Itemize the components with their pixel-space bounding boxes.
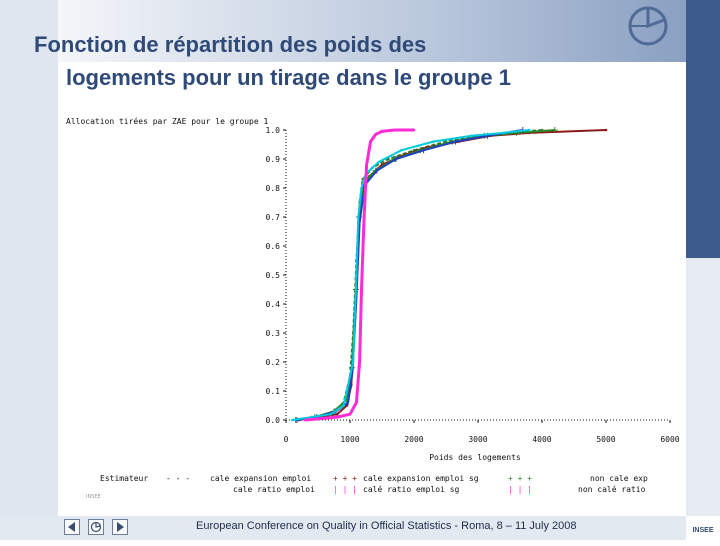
top-decor-band xyxy=(58,0,686,62)
data-point xyxy=(365,163,368,167)
data-point xyxy=(355,273,358,277)
y-tick-label: 0.3 xyxy=(266,329,281,338)
small-watermark: INSEE xyxy=(86,494,101,500)
data-point xyxy=(303,418,307,422)
data-point xyxy=(357,215,360,219)
title-line-2: logements pour un tirage dans le groupe … xyxy=(66,65,511,90)
data-point xyxy=(342,404,345,407)
legend-label: calé ratio emploi sg xyxy=(363,484,460,494)
right-decor-band xyxy=(686,0,720,258)
series-line-non_cale_ratio xyxy=(305,128,414,422)
x-axis-label: Poids des logements xyxy=(429,453,521,462)
legend-symbol: + + + xyxy=(508,474,532,483)
data-point xyxy=(502,131,505,135)
legend-label: cale expansion emploi xyxy=(210,474,311,483)
x-tick-label: 0 xyxy=(284,435,289,444)
legend-symbol: | | | xyxy=(333,485,357,494)
chart-title: Allocation tirées par ZAE pour le groupe… xyxy=(66,116,268,126)
title-line-1: Fonction de répartition des poids des xyxy=(34,32,427,57)
legend-symbol: | | | xyxy=(508,485,532,494)
series-line-cale_ratio_emploi xyxy=(298,129,607,421)
series-line-non_cale_exp xyxy=(292,129,530,421)
data-point xyxy=(377,160,381,164)
y-tick-label: 0.7 xyxy=(266,213,281,222)
data-point xyxy=(310,415,313,419)
data-point xyxy=(470,134,473,138)
data-point xyxy=(291,418,294,422)
data-point xyxy=(358,360,361,364)
legend-label: cale ratio emploi xyxy=(233,485,315,494)
data-point xyxy=(604,128,608,132)
y-tick-label: 0.2 xyxy=(266,358,281,367)
chart-axes: 0.0 0.1 0.2 0.3 0.4 0.5 0.6 0.7 0.8 0.9 1.0 0 1000 20… xyxy=(266,126,680,444)
chart-legend: - - - cale expansion emploi cale ratio emp… xyxy=(166,474,648,494)
series-line-cale_expansion_emploi_sg xyxy=(295,129,555,421)
y-tick-label: 0.6 xyxy=(266,242,281,251)
data-point xyxy=(399,149,403,152)
y-tick-label: 0.9 xyxy=(266,155,281,164)
data-point xyxy=(360,288,363,291)
data-point xyxy=(335,412,339,416)
y-tick-label: 0.8 xyxy=(266,184,281,193)
right-decor-band-light xyxy=(686,258,720,516)
chart-area: Allocation tirées par ZAE pour le groupe… xyxy=(58,100,686,500)
legend-label: cale expansion emploi sg xyxy=(363,474,479,483)
data-point xyxy=(412,128,416,132)
x-tick-label: 4000 xyxy=(532,435,551,444)
y-tick-label: 0.1 xyxy=(266,387,281,396)
legend-label: non cale exp xyxy=(590,474,648,483)
data-point xyxy=(393,128,397,132)
y-tick-label: 0.4 xyxy=(266,300,281,309)
data-point xyxy=(360,186,363,190)
legend-title: Estimateur xyxy=(100,474,148,483)
series-line-cale_expansion_emploi xyxy=(297,129,543,421)
data-point xyxy=(329,412,333,416)
data-point xyxy=(348,412,352,416)
series-line-cale_ratio_emploi_sg xyxy=(296,129,523,421)
x-tick-label: 1000 xyxy=(340,435,359,444)
data-point xyxy=(351,360,355,364)
data-point xyxy=(362,215,366,219)
data-point xyxy=(355,401,358,404)
data-point xyxy=(369,140,372,143)
slide-title: Fonction de répartition des poids des lo… xyxy=(34,28,674,94)
chart-series-group xyxy=(291,127,608,423)
y-tick-label: 1.0 xyxy=(266,126,281,135)
home-icon xyxy=(90,521,102,533)
legend-symbol: - - - xyxy=(166,474,190,483)
data-point xyxy=(380,130,384,133)
legend-label: non calé ratio xyxy=(578,484,646,494)
y-tick-label: 0.5 xyxy=(266,271,281,280)
legend-symbol: + + + xyxy=(333,474,357,483)
insee-logo: INSEE xyxy=(686,516,720,540)
data-point xyxy=(374,133,377,136)
data-point xyxy=(551,127,558,133)
x-tick-label: 6000 xyxy=(660,435,679,444)
prev-slide-button[interactable] xyxy=(64,519,80,535)
data-point xyxy=(335,415,339,419)
left-decor-band xyxy=(0,0,58,540)
logo-icon xyxy=(628,6,668,46)
next-slide-button[interactable] xyxy=(112,519,128,535)
x-tick-label: 5000 xyxy=(596,435,615,444)
footer-text: European Conference on Quality in Offici… xyxy=(196,520,577,532)
x-tick-label: 2000 xyxy=(404,435,423,444)
data-point xyxy=(527,128,531,132)
triangle-left-icon xyxy=(68,522,75,532)
triangle-right-icon xyxy=(117,522,124,532)
home-button[interactable] xyxy=(88,519,104,535)
data-point xyxy=(431,140,435,143)
y-tick-label: 0.0 xyxy=(266,416,281,425)
cdf-chart: Allocation tirées par ZAE pour le groupe… xyxy=(66,116,680,494)
x-tick-label: 3000 xyxy=(468,435,487,444)
